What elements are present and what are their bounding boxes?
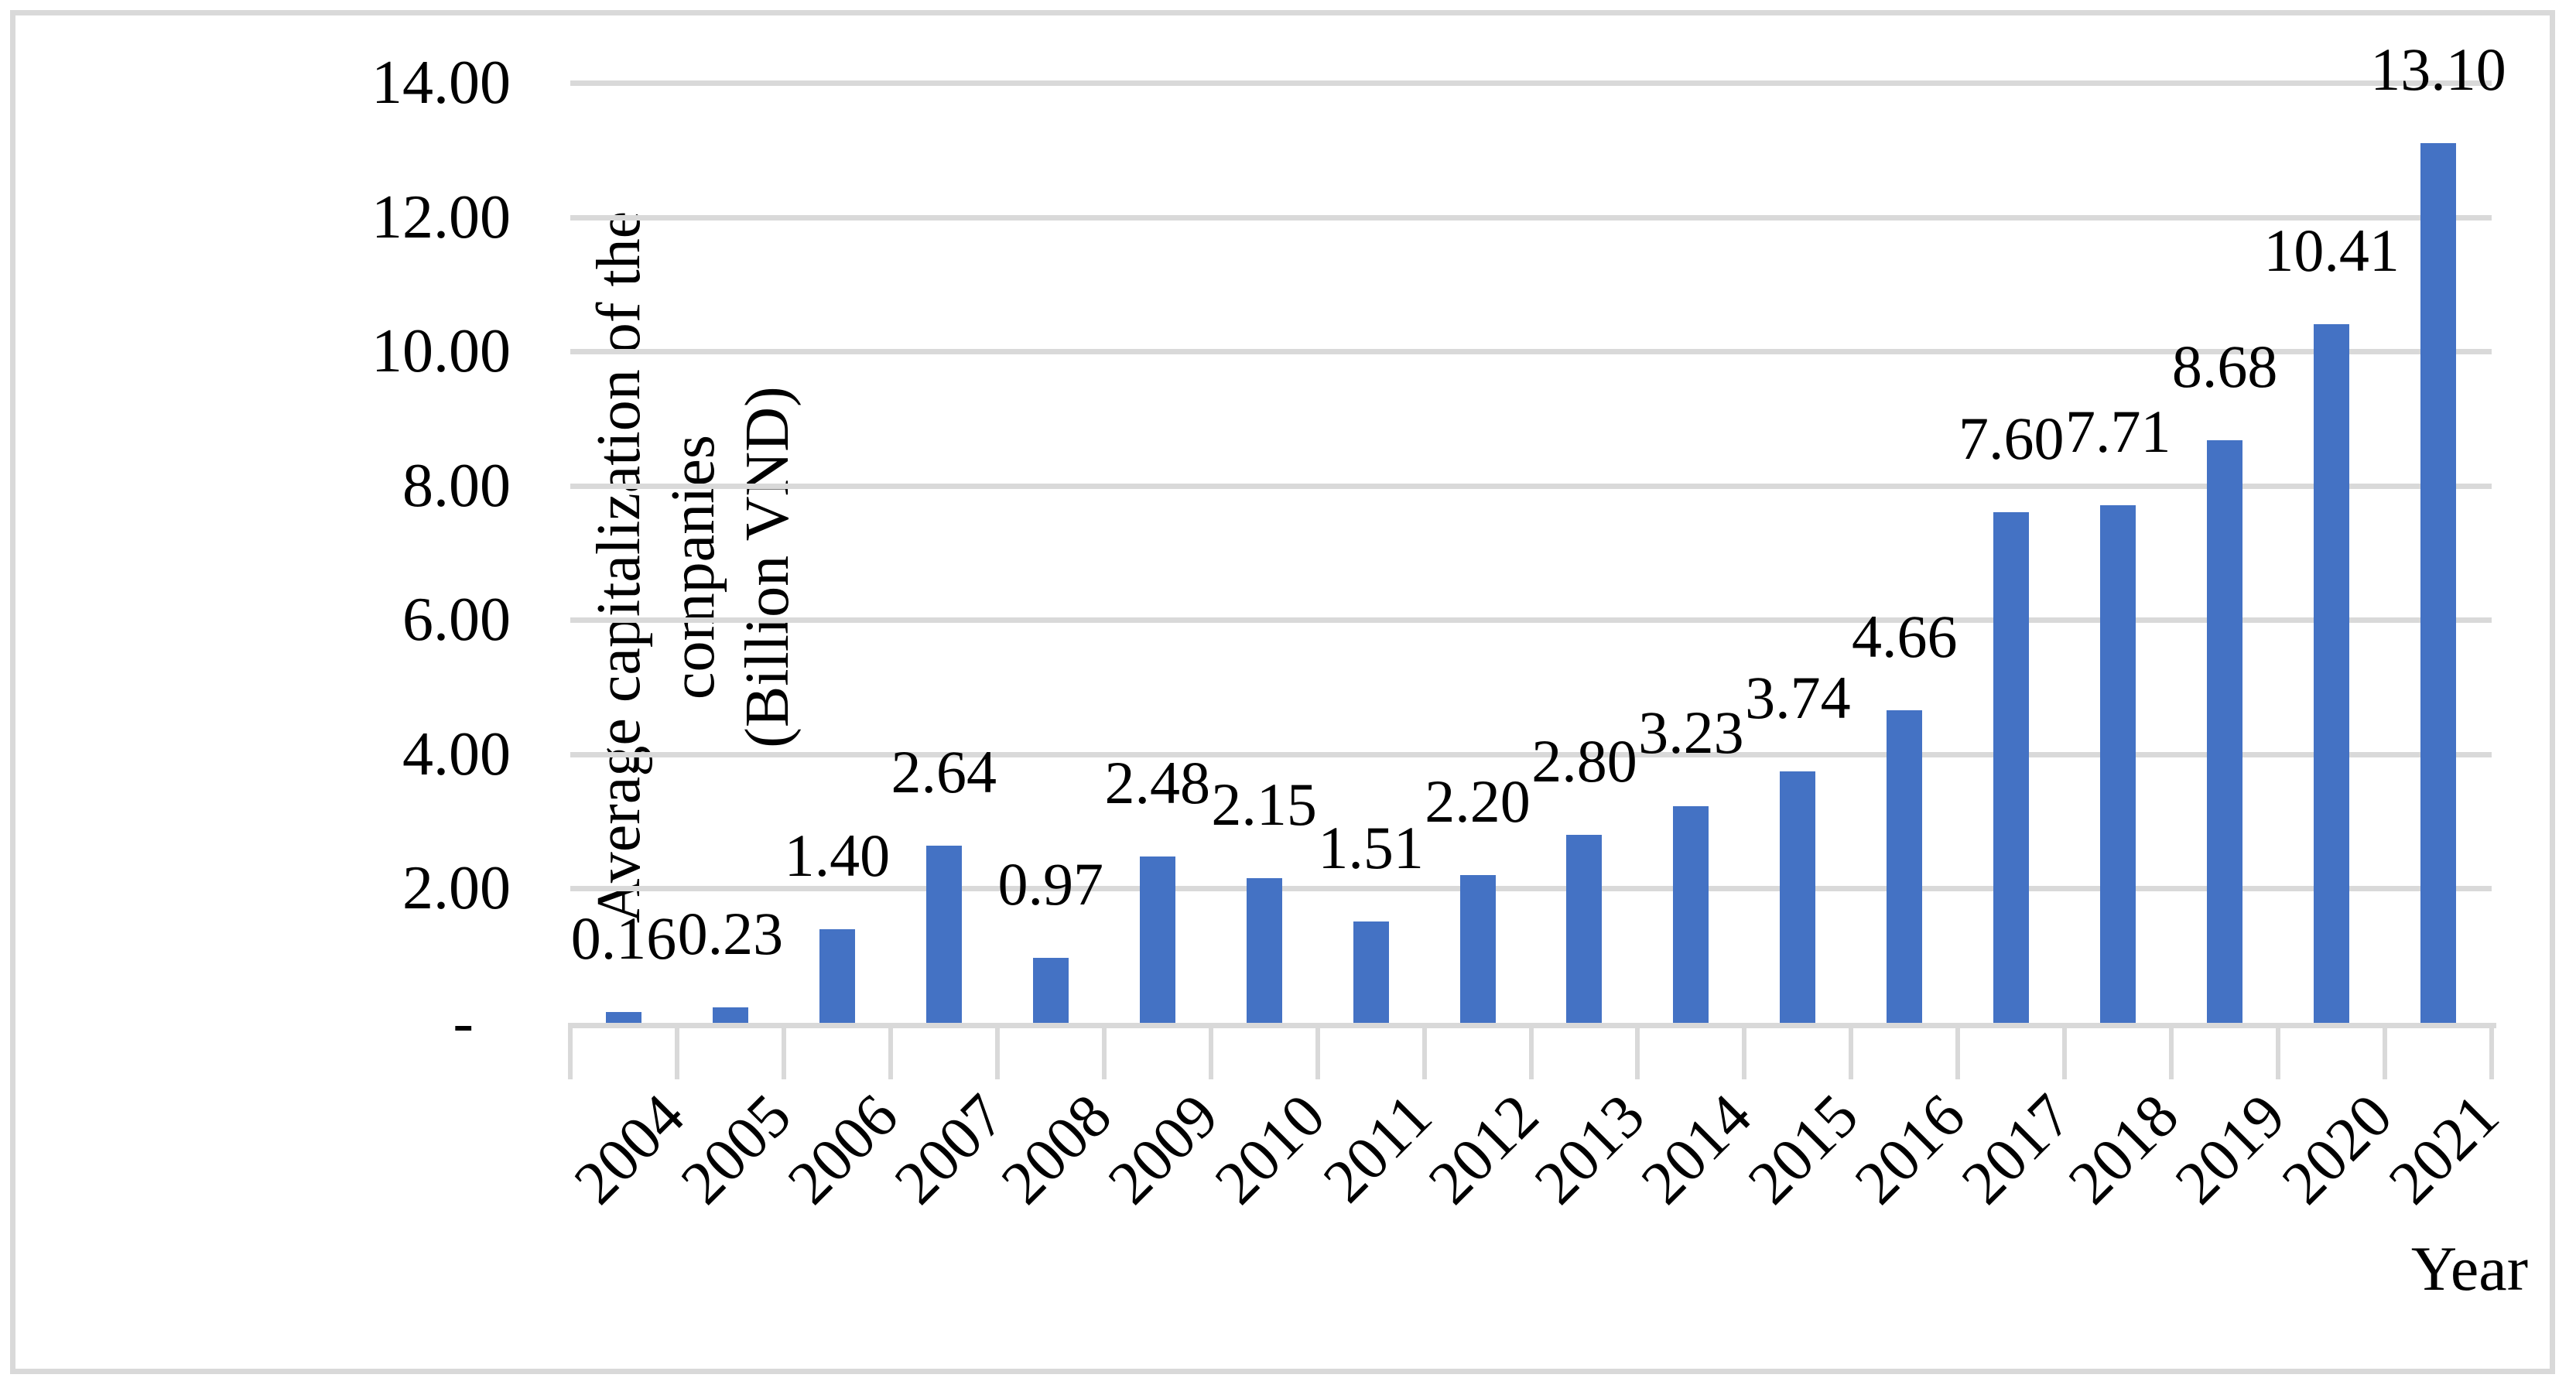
x-axis-tick-mark (888, 1023, 893, 1079)
y-axis-tick-label: - (453, 989, 474, 1057)
bar-2012 (1459, 875, 1496, 1023)
data-label-2015: 3.74 (1745, 664, 1851, 732)
bar-2016 (1887, 709, 1923, 1023)
data-label-2020: 10.41 (2263, 216, 2400, 284)
bar-2018 (2100, 504, 2136, 1023)
data-label-2011: 1.51 (1318, 813, 1424, 881)
data-label-2018: 7.71 (2065, 397, 2171, 465)
gridline-14.00 (570, 80, 2492, 86)
x-axis-tick-mark (1315, 1023, 1320, 1079)
x-axis-tick-mark (1849, 1023, 1854, 1079)
bar-2021 (2420, 143, 2457, 1023)
x-axis-tick-mark (2062, 1023, 2068, 1079)
data-label-2008: 0.97 (997, 850, 1104, 918)
y-axis-tick-label: 8.00 (402, 451, 511, 520)
gridline-8.00 (570, 483, 2492, 489)
bar-2007 (925, 845, 962, 1023)
bar-2008 (1032, 957, 1069, 1023)
x-axis-tick-mark (1528, 1023, 1534, 1079)
data-label-2010: 2.15 (1211, 771, 1317, 839)
gridline-10.00 (570, 349, 2492, 355)
x-axis-tick-mark (674, 1023, 679, 1079)
bar-2010 (1246, 878, 1282, 1023)
gridline-2.00 (570, 886, 2492, 892)
bar-2013 (1566, 835, 1603, 1023)
bar-2009 (1139, 856, 1175, 1023)
gridline-12.00 (570, 214, 2492, 221)
data-label-2007: 2.64 (891, 737, 997, 805)
bar-2005 (712, 1007, 748, 1023)
data-label-2021: 13.10 (2370, 36, 2506, 104)
bar-2006 (819, 928, 855, 1023)
x-axis-line (570, 1023, 2496, 1028)
x-axis-tick-mark (2489, 1023, 2494, 1079)
x-axis-tick-mark (1101, 1023, 1107, 1079)
y-axis-tick-label: 6.00 (402, 586, 511, 655)
bar-2014 (1673, 805, 1709, 1023)
data-label-2009: 2.48 (1104, 748, 1210, 816)
y-axis-tick-label: 12.00 (371, 183, 511, 251)
data-label-2017: 7.60 (1959, 405, 2065, 473)
x-axis-tick-mark (1208, 1023, 1213, 1079)
chart-frame-border (10, 10, 2555, 1374)
bar-2017 (1993, 512, 2030, 1023)
y-axis-tick-label: 4.00 (402, 720, 511, 788)
y-axis-tick-label: 10.00 (371, 317, 511, 386)
x-axis-tick-mark (568, 1023, 573, 1079)
data-label-2006: 1.40 (784, 821, 891, 889)
gridline-4.00 (570, 751, 2492, 757)
bar-2020 (2314, 323, 2350, 1023)
x-axis-tick-mark (2383, 1023, 2388, 1079)
data-label-2012: 2.20 (1425, 768, 1531, 836)
x-axis-tick-mark (1742, 1023, 1747, 1079)
data-label-2014: 3.23 (1638, 698, 1744, 766)
y-axis-tick-label: 2.00 (402, 854, 511, 923)
data-label-2013: 2.80 (1531, 727, 1637, 795)
data-label-2019: 8.68 (2171, 332, 2278, 400)
x-axis-tick-mark (994, 1023, 1000, 1079)
x-axis-tick-mark (1421, 1023, 1427, 1079)
x-axis-tick-mark (2169, 1023, 2174, 1079)
data-label-2016: 4.66 (1852, 602, 1958, 670)
x-axis-tick-mark (1955, 1023, 1961, 1079)
x-axis-tick-mark (2276, 1023, 2281, 1079)
data-label-2004: 0.16 (570, 904, 677, 973)
bar-2015 (1780, 771, 1816, 1023)
x-axis-tick-mark (1635, 1023, 1640, 1079)
y-axis-tick-label: 14.00 (371, 49, 511, 117)
gridline-6.00 (570, 617, 2492, 624)
x-axis-tick-mark (781, 1023, 786, 1079)
data-label-2005: 0.23 (677, 900, 784, 968)
x-axis-title: Year (2410, 1233, 2528, 1304)
bar-2019 (2207, 439, 2243, 1023)
bar-2011 (1353, 921, 1389, 1023)
bar-2004 (605, 1012, 641, 1023)
